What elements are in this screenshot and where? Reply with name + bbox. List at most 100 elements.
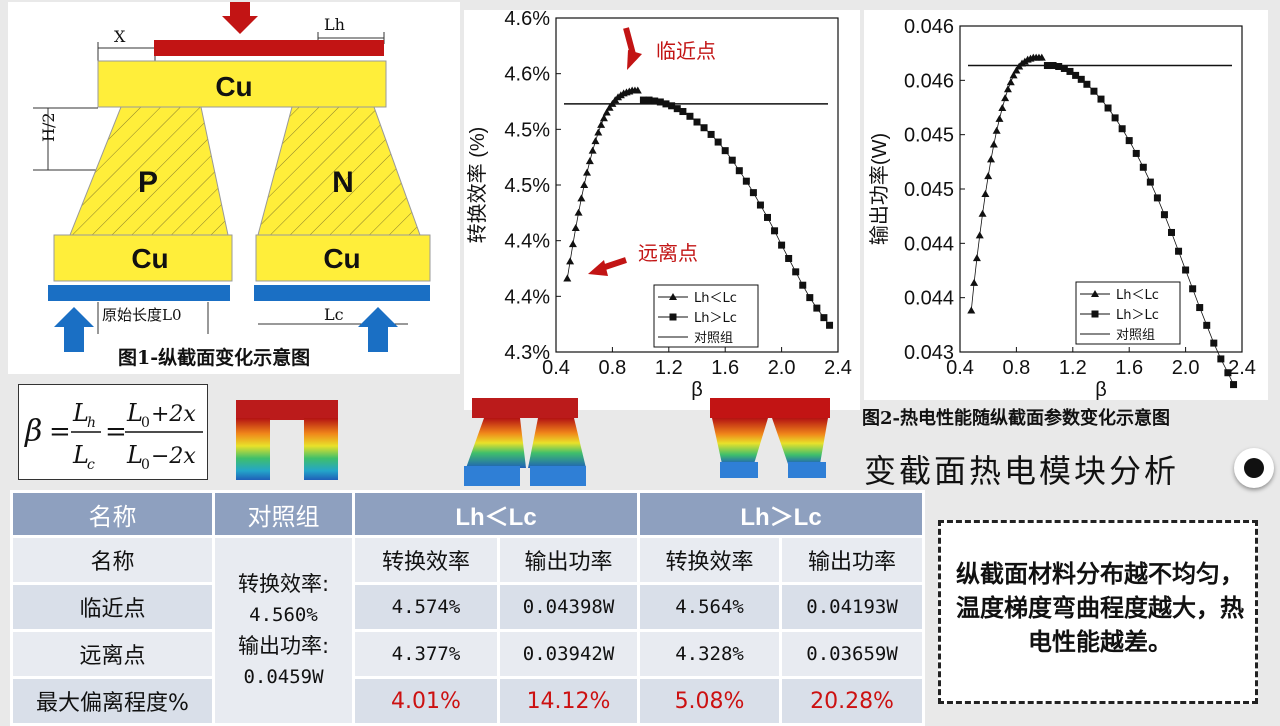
data-point [1139,163,1147,171]
data-point [1182,266,1190,274]
left-cu-electrode [53,234,233,282]
cell-value: 20.28% [779,676,926,726]
data-point [820,314,828,322]
data-point [566,257,575,265]
data-point [989,140,998,148]
legend-marker [1091,290,1099,297]
y-tick-label: 4.4% [504,231,550,253]
data-point [987,155,996,163]
cell-value: 0.03942W [496,629,641,679]
results-table: 名称 对照组 Lh＜Lc Lh＞Lc 名称 转换效率: 4.560% 输出功率:… [10,490,926,726]
right-cu-electrode [255,234,431,282]
data-point [707,130,715,138]
data-point [580,181,589,188]
bullet-circle-icon [1234,448,1274,488]
cell-value: 0.03659W [779,629,926,679]
data-point [1230,381,1238,389]
row-name: 远离点 [10,629,215,679]
legend-marker [669,293,677,300]
x-tick-label: 0.4 [946,357,974,379]
y-tick-label: 0.044 [904,288,954,310]
data-point [756,201,764,209]
data-point [700,124,708,132]
data-point [1072,71,1080,79]
data-point [1097,95,1105,103]
table-row: 最大偏离程度% 4.01% 14.12% 5.08% 20.28% [10,676,926,726]
data-point [992,126,1001,134]
left-cu-label: Cu [131,243,168,274]
data-point [1146,178,1154,186]
x-axis-label: β [691,379,703,401]
thermal-sim-wide [710,398,830,478]
data-point [742,177,750,185]
thermal-sim-narrow [464,398,586,486]
data-point [673,105,681,113]
cell-value: 0.04193W [779,582,926,632]
x-tick-label: 0.4 [542,357,570,379]
lh-dim-label: Lh [324,15,345,34]
data-point [826,321,834,329]
near-point-arrow-head-icon [627,50,642,70]
y-tick-label: 0.044 [904,233,954,255]
cell-value: 4.377% [352,629,500,679]
control-eff-value: 4.560% [249,603,318,626]
lc-dim-label: Lc [324,305,344,324]
l0-num-main: L [126,399,143,427]
y-tick-label: 4.6% [504,64,550,86]
l0-num-sub: 0 [141,415,150,431]
conclusion-text: 纵截面材料分布越不均匀，温度梯度弯曲程度越大，热电性能越差。 [956,559,1244,656]
data-point [1118,125,1126,133]
right-cu-label: Cu [323,243,360,274]
far-point-label: 远离点 [638,241,698,265]
data-point [651,97,659,105]
top-cu-label: Cu [215,71,252,102]
data-point [1210,339,1218,347]
data-point [792,268,800,276]
header-lh-lt-lc: Lh＜Lc [351,490,641,538]
legend-label: Lh＞Lc [694,311,737,326]
data-point [1001,94,1010,102]
data-point [1009,71,1018,79]
y-tick-label: 0.046 [904,16,954,38]
y-tick-label: 0.045 [904,125,954,147]
x-tick-label: 1.6 [711,357,739,379]
y-axis-label: 输出功率(W) [868,133,891,245]
data-point [662,100,670,108]
beta-symbol: β [24,414,42,449]
data-point [1006,78,1015,86]
data-point [668,102,676,110]
cell-value: 5.08% [637,676,783,726]
legend-label: 对照组 [1116,328,1155,343]
cold-right-arrow-icon [358,307,398,352]
legend-label: Lh＜Lc [694,291,737,306]
data-point [764,213,771,221]
data-point [1224,369,1232,377]
eq-sign-2: = [105,417,127,447]
data-point [785,254,793,262]
subheader-eff-1: 转换效率 [352,535,500,585]
data-point [970,278,979,286]
data-point [571,223,580,231]
h2-dim-label: H/2 [39,112,58,142]
num-term: +2x [151,402,196,427]
data-point [972,254,981,262]
x-tick-label: 1.2 [655,357,683,379]
data-point [1037,53,1046,61]
legend-label: Lh＞Lc [1116,308,1159,323]
data-point [605,103,614,111]
x-tick-label: 2.0 [768,357,796,379]
x-tick-label: 2.4 [824,357,852,379]
data-point [721,147,729,155]
data-point [594,128,603,136]
cell-value: 0.04398W [496,582,641,632]
subheader-eff-2: 转换效率 [637,535,783,585]
data-point [778,241,786,249]
data-point [978,209,987,217]
cell-value: 4.328% [637,629,783,679]
lc-main: L [72,441,89,469]
lh-main: L [72,399,89,427]
data-point [1125,137,1133,145]
table-subheader-row: 名称 转换效率: 4.560% 输出功率: 0.0459W 转换效率 输出功率 … [10,535,926,726]
y-tick-label: 0.043 [904,342,954,364]
thermal-sim-control [236,400,338,480]
